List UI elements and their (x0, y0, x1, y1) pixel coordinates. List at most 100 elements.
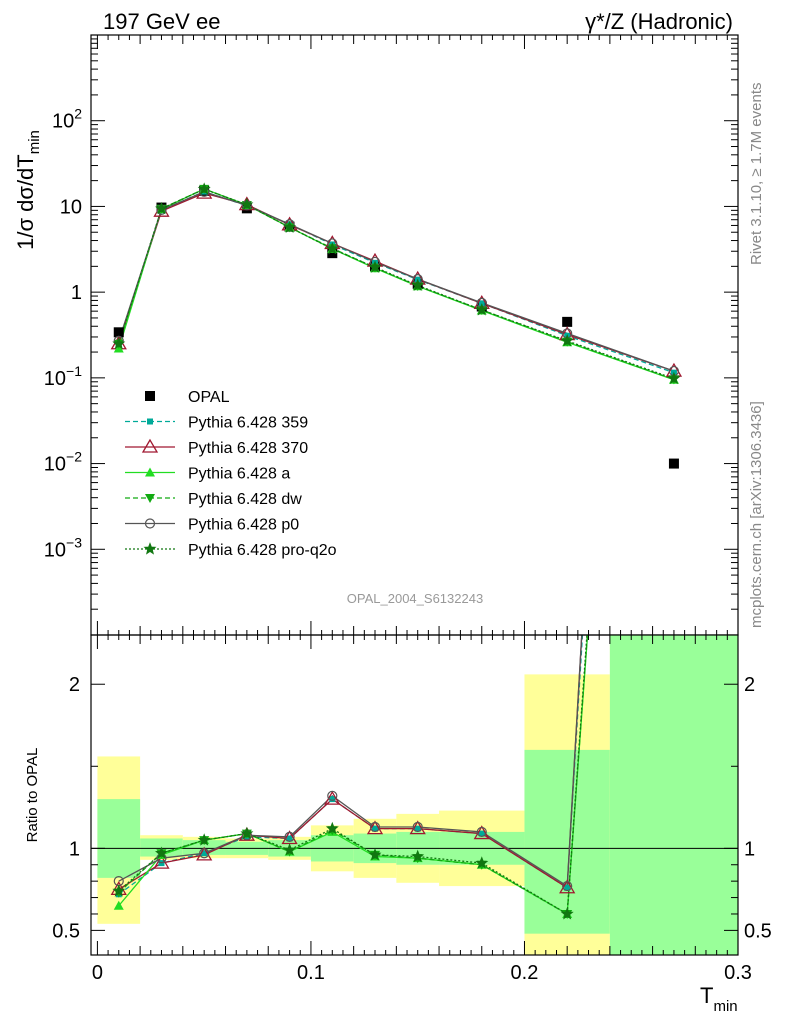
main-y-tick-label-4: 10 (60, 196, 82, 218)
legend-marker-1 (147, 418, 153, 425)
ratio-point-5-9 (560, 907, 574, 920)
legend-marker-3 (145, 467, 155, 477)
rivet-label: Rivet 3.1.10, ≥ 1.7M events (748, 83, 765, 266)
ratio-point-1-8 (473, 825, 490, 840)
ratio-inner-band-0 (97, 799, 141, 878)
main-point-6-5 (325, 241, 339, 255)
ratio-point-0-6 (371, 825, 378, 832)
x-tick-label-0: 0 (92, 962, 103, 984)
ratio-y-tick-label-right-1: 1 (744, 838, 755, 860)
main-point-6-1 (155, 201, 168, 215)
ratio-point-5-7 (411, 849, 425, 863)
ratio-point-0-7 (414, 825, 421, 832)
legend-label-1: Pythia 6.428 359 (188, 415, 308, 432)
ratio-point-0-5 (329, 796, 336, 803)
mcplots-label: mcplots.cern.ch [arXiv:1306.3436] (748, 401, 765, 628)
main-point-2-1 (153, 202, 170, 217)
ratio-frame (90, 634, 739, 956)
ratio-point-4-5 (327, 790, 338, 801)
ratio-inner-band-9 (524, 749, 610, 934)
main-y-tick-label-5: 102 (52, 106, 82, 133)
main-y-tick-label-1: 10−2 (44, 449, 82, 476)
header-left-title: 197 GeV ee (103, 9, 220, 34)
ratio-y-axis-label: Ratio to OPAL (24, 748, 41, 843)
ratio-point-5-0 (112, 884, 126, 897)
analysis-id-label: OPAL_2004_S6132243 (347, 591, 483, 606)
ratio-series-group (110, 635, 589, 920)
ratio-point-5-8 (475, 856, 489, 869)
ratio-point-1-2 (196, 846, 213, 861)
main-tick-group: 10−3 10−2 10−1 1 10 102 (44, 35, 739, 635)
ratio-tick-group: 0.5 0.5 1 1 2 2 0 0.1 0.2 0.3 (52, 635, 772, 984)
header-right-title: γ*/Z (Hadronic) (585, 9, 733, 34)
main-series-line-1 (118, 190, 675, 374)
ratio-series-line-5 (118, 635, 588, 916)
ratio-point-1-1 (153, 854, 170, 869)
ratio-point-5-1 (155, 846, 168, 859)
legend-label-2: Pythia 6.428 370 (188, 440, 308, 457)
main-point-6-6 (368, 260, 382, 273)
ratio-point-1-6 (366, 820, 384, 835)
ratio-y-tick-label-left-2: 2 (69, 674, 80, 696)
main-point-0-10 (668, 458, 679, 469)
main-point-6-8 (475, 303, 489, 316)
legend-label-0: OPAL (188, 389, 230, 406)
main-y-tick-label-0: 10−3 (44, 534, 82, 561)
ratio-y-tick-label-right-0: 0.5 (744, 920, 772, 942)
main-point-6-7 (411, 278, 425, 291)
legend-marker-6 (143, 542, 157, 555)
ratio-point-0-4 (286, 835, 293, 842)
ratio-point-4-4 (284, 831, 295, 842)
main-point-6-3 (240, 197, 254, 211)
main-point-0-0 (113, 327, 124, 338)
ratio-y-tick-label-left-0: 0.5 (52, 920, 80, 942)
ratio-point-4-6 (369, 821, 381, 833)
legend: OPAL Pythia 6.428 359 Pythia 6.428 370 Pyth… (125, 389, 337, 559)
legend-marker-0 (145, 391, 155, 401)
main-series-line-6 (118, 188, 675, 380)
ratio-point-2-0 (113, 900, 124, 910)
x-tick-label-3: 0.3 (724, 962, 752, 984)
main-y-axis-label: 1/σ dσ/dTmin (13, 130, 43, 250)
main-point-6-0 (112, 336, 126, 350)
legend-marker-4 (145, 494, 155, 503)
x-tick-label-1: 0.1 (297, 962, 325, 984)
main-series-line-3 (118, 188, 675, 381)
ratio-point-4-7 (412, 821, 423, 833)
main-series-group (110, 182, 683, 469)
ratio-point-5-6 (368, 848, 382, 861)
ratio-point-0-2 (201, 850, 208, 857)
legend-label-3: Pythia 6.428 a (188, 466, 290, 483)
legend-label-6: Pythia 6.428 pro-q2o (188, 542, 337, 559)
ratio-point-4-8 (476, 826, 487, 838)
ratio-series-line-4 (118, 635, 583, 888)
ratio-point-1-9 (559, 879, 576, 894)
main-point-6-9 (560, 334, 574, 347)
main-point-6-4 (283, 220, 297, 233)
legend-label-4: Pythia 6.428 dw (188, 491, 302, 508)
ratio-point-0-9 (564, 884, 571, 891)
main-point-6-10 (667, 371, 681, 385)
legend-marker-2 (141, 438, 159, 453)
ratio-point-5-2 (197, 833, 211, 846)
ratio-uncertainty-bands (97, 635, 738, 955)
main-y-tick-label-3: 1 (71, 282, 82, 304)
x-tick-label-2: 0.2 (511, 962, 539, 984)
ratio-inner-band-10 (609, 635, 738, 955)
ratio-plot-panel: 0.5 0.5 1 1 2 2 0 0.1 0.2 0.3 Ratio to OPAL Tmin (24, 634, 772, 1015)
ratio-y-tick-label-left-1: 1 (69, 838, 80, 860)
legend-marker-5 (144, 518, 156, 529)
x-axis-label: Tmin (700, 983, 738, 1015)
main-point-6-2 (197, 182, 211, 195)
ratio-point-5-5 (325, 821, 339, 835)
ratio-point-0-8 (478, 830, 485, 837)
ratio-point-4-9 (562, 880, 573, 892)
main-y-tick-label-2: 10−1 (44, 363, 82, 390)
main-point-0-9 (562, 316, 573, 327)
main-plot-panel: 10−3 10−2 10−1 1 10 102 OPAL_2004_S6132243 1/… (13, 34, 739, 636)
legend-label-5: Pythia 6.428 p0 (188, 517, 299, 534)
ratio-point-5-3 (240, 826, 254, 840)
ratio-point-4-2 (199, 848, 210, 859)
ratio-point-1-7 (409, 820, 426, 835)
